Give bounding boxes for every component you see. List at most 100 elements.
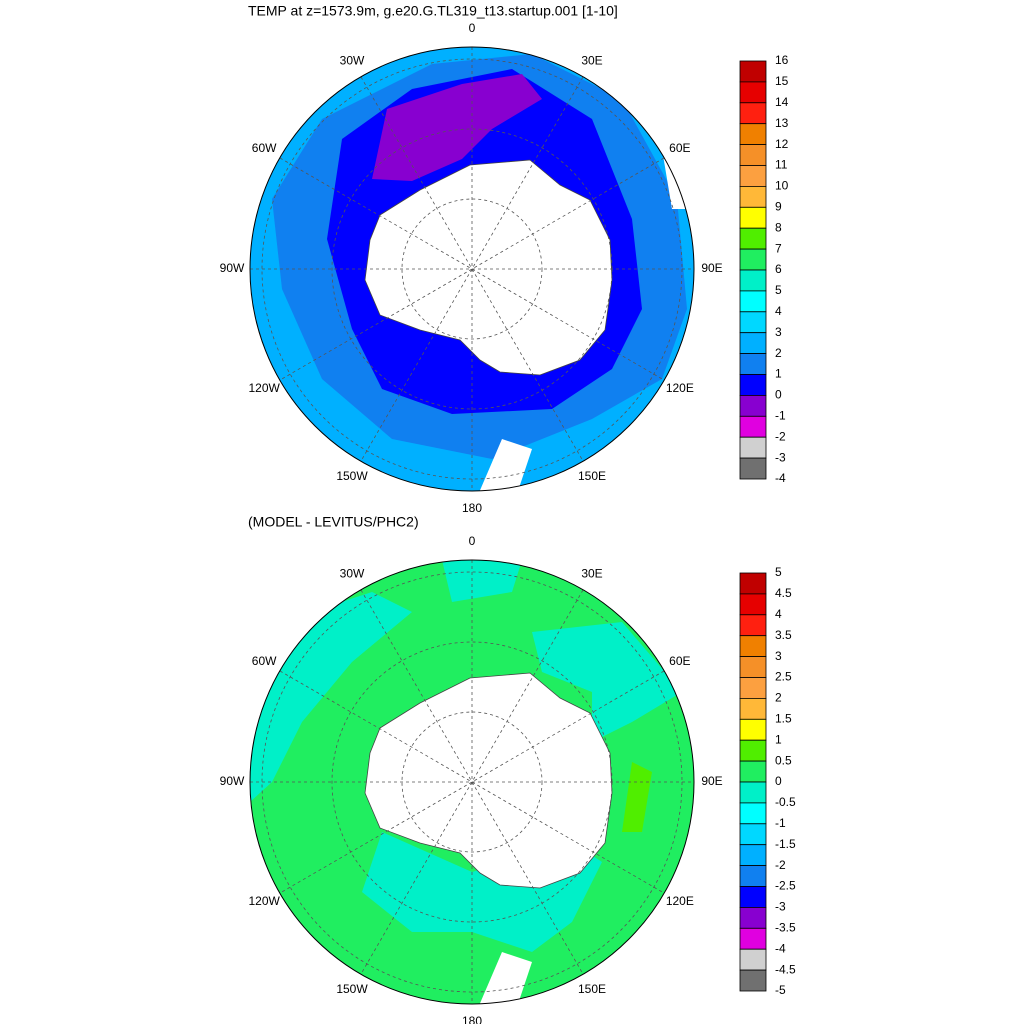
longitude-label: 90E — [701, 261, 722, 275]
colorbar-label: 2.5 — [775, 670, 792, 684]
colorbar-label: -2.5 — [775, 879, 796, 893]
colorbar-label: 4.5 — [775, 586, 792, 600]
colorbar-label: -1 — [775, 816, 786, 830]
colorbar-label: -5 — [775, 983, 786, 997]
longitude-label: 90W — [220, 774, 245, 788]
map-temp — [249, 46, 695, 492]
colorbar-label: 16 — [775, 53, 789, 67]
colorbar-box — [739, 698, 767, 720]
longitude-label: 60E — [669, 141, 690, 155]
longitude-label: 180 — [462, 1014, 482, 1024]
colorbar-box — [739, 248, 767, 271]
colorbar-box — [739, 290, 767, 313]
longitude-label: 60W — [252, 141, 277, 155]
colorbar-box — [739, 353, 767, 375]
colorbar-label: 10 — [775, 179, 789, 193]
colorbar-box — [739, 60, 767, 83]
colorbar-box — [739, 865, 767, 887]
colorbar-box — [739, 572, 767, 595]
colorbar-label: 5 — [775, 565, 782, 579]
colorbar-box — [739, 123, 767, 145]
longitude-label: 30W — [340, 53, 365, 67]
colorbar-label: -4 — [775, 471, 786, 485]
longitude-label: 30E — [581, 53, 602, 67]
longitude-label: 150E — [578, 982, 606, 996]
longitude-label: 0 — [469, 21, 476, 35]
colorbar-box — [739, 614, 767, 637]
colorbar-box — [739, 165, 767, 187]
colorbar-box — [739, 656, 767, 678]
colorbar-label: 9 — [775, 199, 782, 213]
colorbar-label: 4 — [775, 607, 782, 621]
colorbar-label: -3 — [775, 900, 786, 914]
colorbar-box — [739, 457, 767, 480]
colorbar-label: 12 — [775, 137, 789, 151]
colorbar-label: 0.5 — [775, 753, 792, 767]
colorbar-box — [739, 781, 767, 804]
colorbar-box — [739, 185, 767, 208]
colorbar-label: -2 — [775, 858, 786, 872]
longitude-label: 30W — [340, 566, 365, 580]
colorbar-label: -4.5 — [775, 962, 796, 976]
colorbar-label: 14 — [775, 95, 789, 109]
colorbar-box — [739, 374, 767, 396]
colorbar-label: -1.5 — [775, 837, 796, 851]
longitude-label: 90E — [701, 774, 722, 788]
panel-title: (MODEL - LEVITUS/PHC2) — [248, 514, 419, 530]
colorbar-box — [739, 760, 767, 783]
colorbar-label: 5 — [775, 283, 782, 297]
colorbar-box — [739, 927, 767, 950]
colorbar-label: -4 — [775, 941, 786, 955]
colorbar-box — [739, 81, 767, 104]
colorbar-label: 3.5 — [775, 628, 792, 642]
colorbar-box — [739, 227, 767, 250]
colorbar-label: 3 — [775, 649, 782, 663]
colorbar-label: 4 — [775, 304, 782, 318]
colorbar-box — [739, 844, 767, 867]
colorbar-box — [739, 436, 767, 459]
longitude-label: 120E — [666, 381, 694, 395]
map-difference — [249, 559, 695, 1005]
colorbar-box — [739, 823, 767, 846]
colorbar-box — [739, 635, 767, 658]
colorbar-box — [739, 739, 767, 762]
colorbar-label: 3 — [775, 325, 782, 339]
colorbar-box — [739, 332, 767, 355]
colorbar-box — [739, 593, 767, 616]
colorbar-box — [739, 269, 767, 292]
colorbar-label: 13 — [775, 116, 789, 130]
colorbar-label: 1 — [775, 732, 782, 746]
colorbar-label: 2 — [775, 346, 782, 360]
colorbar-label: 7 — [775, 241, 782, 255]
colorbar-box — [739, 969, 767, 992]
colorbar-label: -1 — [775, 408, 786, 422]
colorbar-box — [739, 394, 767, 417]
panel-title: TEMP at z=1573.9m, g.e20.G.TL319_t13.sta… — [248, 3, 618, 19]
colorbar-box — [739, 144, 767, 166]
colorbar-box — [739, 886, 767, 908]
colorbar-box — [739, 718, 767, 741]
colorbar-label: 8 — [775, 220, 782, 234]
colorbar-label: -0.5 — [775, 795, 796, 809]
colorbar-box — [739, 948, 767, 971]
longitude-label: 120E — [666, 894, 694, 908]
colorbar-box — [739, 206, 767, 229]
colorbar-label: 1.5 — [775, 711, 792, 725]
longitude-label: 150E — [578, 469, 606, 483]
longitude-label: 120W — [248, 894, 280, 908]
longitude-label: 180 — [462, 501, 482, 515]
longitude-label: 150W — [336, 982, 368, 996]
colorbar-label: 0 — [775, 774, 782, 788]
colorbar-label: 6 — [775, 262, 782, 276]
colorbar-box — [739, 802, 767, 825]
colorbar-label: 11 — [775, 158, 788, 172]
colorbar-box — [739, 102, 767, 125]
colorbar-label: -2 — [775, 429, 786, 443]
colorbar-label: 0 — [775, 388, 782, 402]
longitude-label: 150W — [336, 469, 368, 483]
longitude-label: 0 — [469, 534, 476, 548]
colorbar-box — [739, 415, 767, 438]
colorbar-label: 2 — [775, 691, 782, 705]
colorbar-label: -3 — [775, 450, 786, 464]
